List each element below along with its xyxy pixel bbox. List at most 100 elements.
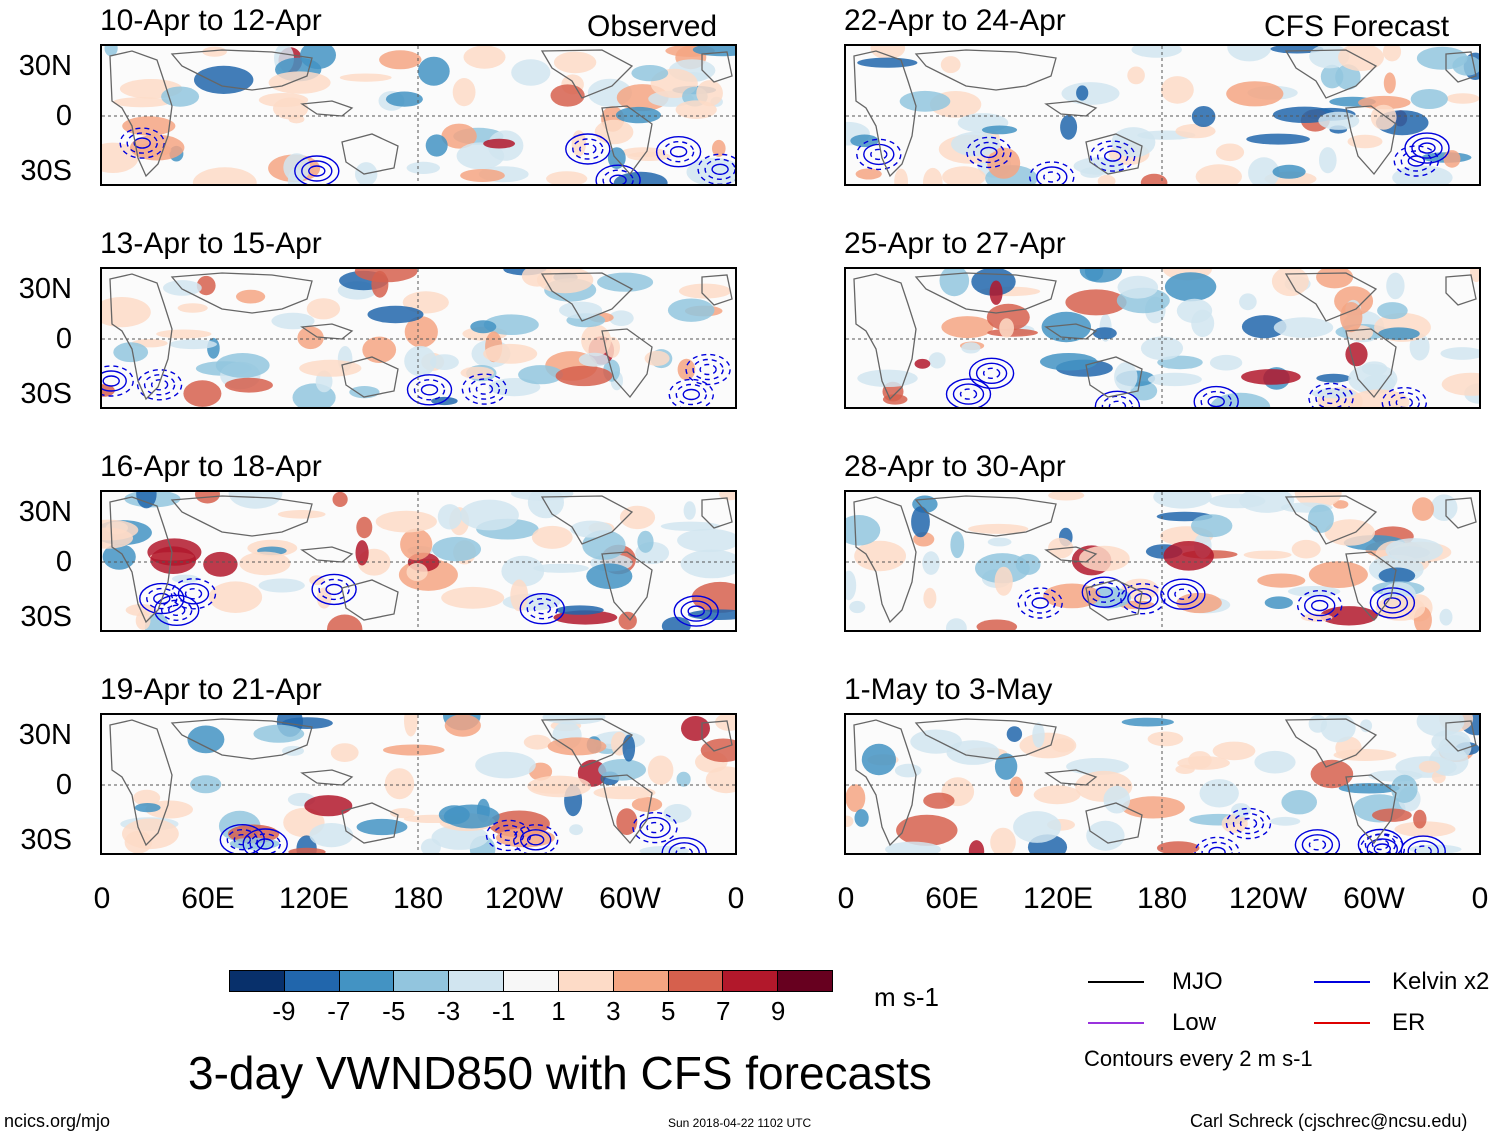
er-legend-line [1314,1022,1370,1024]
anomaly-blob [253,725,304,743]
anomaly-blob [923,793,954,809]
anomaly-blob [1349,389,1409,407]
anomaly-blob [209,581,262,613]
anomaly-blob [470,320,496,333]
anomaly-blob [439,805,470,824]
anomaly-blob [438,504,462,529]
map-field [102,46,735,184]
anomaly-blob [304,795,352,816]
anomaly-blob [1412,497,1434,521]
anomaly-blob [1411,89,1448,109]
anomaly-blob [1386,273,1404,300]
anomaly-blob [990,828,1016,853]
anomaly-blob [941,56,961,73]
anomaly-blob [1273,165,1306,179]
anomaly-blob [1086,821,1124,851]
anomaly-blob [1157,841,1200,853]
anomaly-blob [1216,144,1244,162]
anomaly-blob [1244,551,1292,560]
anomaly-blob [172,575,199,583]
anomaly-blob [1226,81,1283,106]
anomaly-blob [895,764,922,778]
anomaly-blob [368,306,424,323]
anomaly-blob [631,65,668,81]
anomaly-blob [856,169,882,180]
anomaly-blob [1148,373,1202,386]
colorbar-tick-label: -5 [364,998,424,1024]
kelvin-contour [977,363,1007,383]
y-tick-label: 30S [0,380,72,409]
anomaly-blob [340,74,392,82]
anomaly-blob [163,280,202,296]
kelvin-contour [683,390,699,400]
kelvin-contour [1109,401,1125,407]
anomaly-blob [1098,175,1116,184]
anomaly-blob [510,580,528,612]
anomaly-blob [288,848,325,853]
anomaly-blob [951,132,1000,157]
coastline [302,547,352,562]
panel-title: 25-Apr to 27-Apr [844,229,1066,259]
anomaly-blob [357,819,408,835]
anomaly-blob [1210,355,1242,371]
anomaly-blob [910,730,962,754]
mjo-legend-line [1088,981,1144,983]
anomaly-blob [216,353,270,378]
y-tick-label: 0 [0,102,72,131]
colorbar-tick-label: 9 [748,998,808,1024]
anomaly-blob [1431,494,1458,521]
y-tick-label: 30N [0,721,72,750]
map-panel-observed-4 [100,713,737,855]
anomaly-blob [1316,374,1350,383]
anomaly-blob [278,510,326,519]
legend-label-kelvin: Kelvin x2 [1392,970,1489,994]
anomaly-blob [460,500,519,531]
anomaly-blob [461,367,494,379]
anomaly-blob [418,57,450,86]
footer-url[interactable]: ncics.org/mjo [4,1111,110,1131]
anomaly-blob [203,552,237,577]
anomaly-blob [923,588,936,609]
colorbar [229,970,833,992]
map-panel-observed-2 [100,267,737,409]
colorbar-cell [394,971,449,991]
anomaly-blob [1177,756,1230,770]
anomaly-blob [941,316,993,338]
anomaly-blob [554,52,596,74]
legend-label-er: ER [1392,1011,1425,1035]
panel-title: 1-May to 3-May [844,675,1052,705]
anomaly-blob [483,139,515,149]
map-panel-forecast-4 [844,713,1481,855]
colorbar-cell [504,971,559,991]
anomaly-blob [532,526,573,549]
anomaly-blob [871,46,906,59]
anomaly-blob [259,93,308,107]
anomaly-blob [309,823,353,847]
anomaly-blob [230,838,280,850]
anomaly-blob [1213,742,1256,761]
anomaly-blob [684,501,696,520]
anomaly-blob [1079,546,1130,571]
panel-title: 10-Apr to 12-Apr [100,6,322,36]
anomaly-blob [923,168,943,184]
kelvin-contour [647,823,663,833]
anomaly-blob [1386,538,1443,562]
colorbar-tick-label: -3 [419,998,479,1024]
coastline [916,50,1056,90]
anomaly-blob [569,824,583,835]
anomaly-blob [1007,726,1022,742]
anomaly-blob [614,172,668,184]
anomaly-blob [862,744,896,775]
kelvin-contour [693,360,723,380]
contour-note: Contours every 2 m s-1 [1084,1047,1313,1071]
anomaly-blob [178,303,208,312]
anomaly-blob [1239,293,1257,310]
kelvin-contour [1032,598,1048,608]
anomaly-blob [1446,93,1479,104]
anomaly-blob [404,346,436,376]
y-tick-label: 0 [0,771,72,800]
anomaly-blob [194,66,253,94]
anomaly-blob [1384,72,1396,93]
kelvin-legend-line [1314,981,1370,983]
anomaly-blob [386,92,423,107]
